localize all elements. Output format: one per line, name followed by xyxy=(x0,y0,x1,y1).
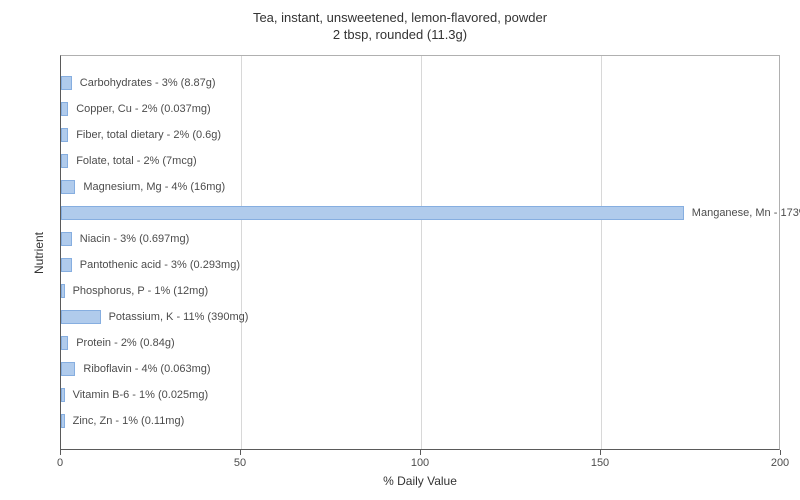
bar xyxy=(61,128,68,142)
bar-label: Protein - 2% (0.84g) xyxy=(76,337,174,349)
x-tick-mark xyxy=(60,450,61,455)
bar xyxy=(61,76,72,90)
bar-label: Fiber, total dietary - 2% (0.6g) xyxy=(76,129,221,141)
bar-label: Riboflavin - 4% (0.063mg) xyxy=(83,363,210,375)
bar xyxy=(61,414,65,428)
chart-title: Tea, instant, unsweetened, lemon-flavore… xyxy=(0,0,800,44)
bar xyxy=(61,180,75,194)
gridline xyxy=(601,56,602,449)
bar-label: Vitamin B-6 - 1% (0.025mg) xyxy=(73,389,209,401)
x-tick-label: 100 xyxy=(411,457,429,469)
x-tick-mark xyxy=(780,450,781,455)
bar-label: Manganese, Mn - 173% (3.466mg) xyxy=(692,207,800,219)
x-tick-mark xyxy=(600,450,601,455)
y-axis-label: Nutrient xyxy=(32,231,46,273)
bar-label: Niacin - 3% (0.697mg) xyxy=(80,233,189,245)
bar xyxy=(61,388,65,402)
bar-label: Potassium, K - 11% (390mg) xyxy=(109,311,249,323)
bar xyxy=(61,206,684,220)
x-tick-mark xyxy=(420,450,421,455)
x-tick-mark xyxy=(240,450,241,455)
bar-label: Copper, Cu - 2% (0.037mg) xyxy=(76,103,211,115)
bar-label: Pantothenic acid - 3% (0.293mg) xyxy=(80,259,240,271)
bar-label: Zinc, Zn - 1% (0.11mg) xyxy=(73,415,185,427)
bar-label: Carbohydrates - 3% (8.87g) xyxy=(80,77,216,89)
bar xyxy=(61,102,68,116)
chart-title-line1: Tea, instant, unsweetened, lemon-flavore… xyxy=(0,10,800,27)
chart-title-line2: 2 tbsp, rounded (11.3g) xyxy=(0,27,800,44)
bar xyxy=(61,362,75,376)
x-tick-label: 200 xyxy=(771,457,789,469)
x-axis-label: % Daily Value xyxy=(383,474,457,488)
bar xyxy=(61,284,65,298)
bar xyxy=(61,310,101,324)
x-tick-label: 150 xyxy=(591,457,609,469)
bar xyxy=(61,258,72,272)
bar xyxy=(61,232,72,246)
bar xyxy=(61,336,68,350)
bar-label: Folate, total - 2% (7mcg) xyxy=(76,155,196,167)
gridline xyxy=(241,56,242,449)
gridline xyxy=(421,56,422,449)
bar-label: Magnesium, Mg - 4% (16mg) xyxy=(83,181,225,193)
x-tick-label: 0 xyxy=(57,457,63,469)
x-tick-label: 50 xyxy=(234,457,246,469)
bar-label: Phosphorus, P - 1% (12mg) xyxy=(73,285,209,297)
plot-area: Carbohydrates - 3% (8.87g) Copper, Cu - 2… xyxy=(60,55,780,450)
bar xyxy=(61,154,68,168)
